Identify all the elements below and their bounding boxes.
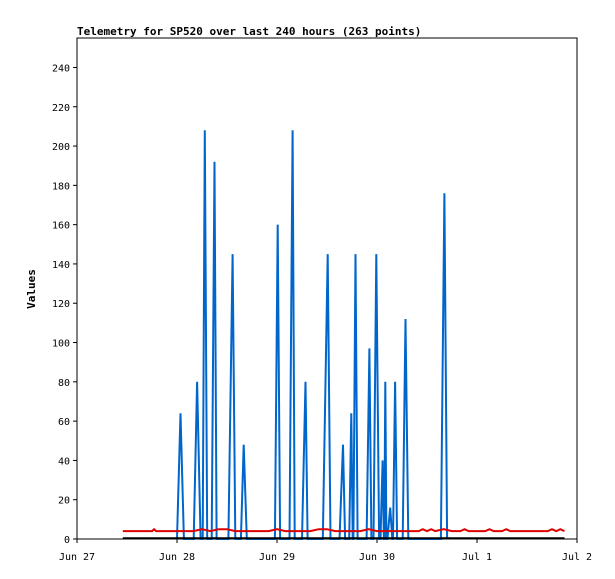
x-tick-label: Jul 1: [462, 552, 492, 563]
x-tick-label: Jun 29: [259, 552, 295, 563]
y-tick-label: 40: [58, 456, 70, 467]
y-tick-label: 0: [64, 535, 70, 546]
y-tick-label: 160: [52, 221, 70, 232]
y-tick-label: 20: [58, 496, 70, 507]
series-group: [122, 130, 565, 540]
chart-title: Telemetry for SP520 over last 240 hours …: [77, 25, 421, 38]
x-axis: Jun 27 Jun 28 Jun 29 Jun 30 Jul 1 Jul 2: [59, 539, 592, 563]
x-tick-label: Jun 28: [159, 552, 195, 563]
y-tick-label: 240: [52, 63, 70, 74]
series-line-2: [122, 527, 565, 533]
y-tick-label: 120: [52, 299, 70, 310]
y-tick-label: 100: [52, 339, 70, 350]
y-tick-label: 220: [52, 103, 70, 114]
x-tick-label: Jun 30: [359, 552, 395, 563]
x-tick-label: Jul 2: [562, 552, 592, 563]
y-tick-label: 140: [52, 260, 70, 271]
y-tick-label: 80: [58, 378, 70, 389]
y-tick-label: 180: [52, 181, 70, 192]
y-tick-label: 200: [52, 142, 70, 153]
x-tick-label: Jun 27: [59, 552, 95, 563]
y-axis-label: Values: [25, 269, 38, 309]
series-line-1: [176, 130, 449, 540]
y-tick-label: 60: [58, 417, 70, 428]
y-axis: 0 20 40 60 80 100 120 140 160 180 200 220 240: [52, 63, 77, 546]
